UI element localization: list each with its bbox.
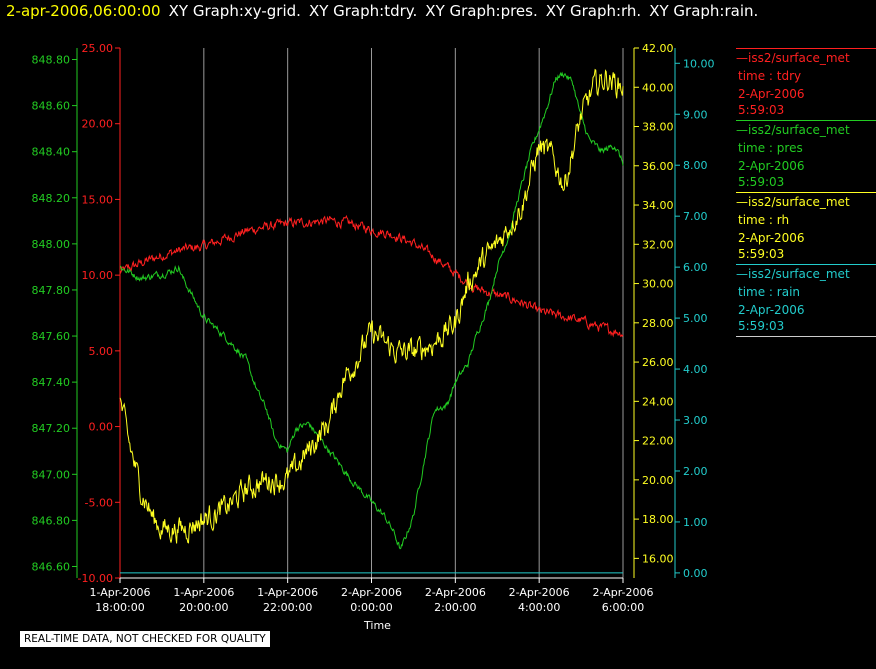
legend-date: 2-Apr-2006 [738, 159, 805, 173]
legend-source: —iss2/surface_met [736, 195, 850, 209]
pres-tick-label: 848.60 [32, 100, 71, 113]
pres-tick-label: 847.00 [32, 468, 71, 481]
rh-tick-label: 28.00 [642, 317, 674, 330]
pres-tick-label: 847.20 [32, 422, 71, 435]
legend-entry-rain[interactable]: —iss2/surface_met time : rain 2-Apr-2006… [736, 264, 876, 336]
tdry-tick-label: 20.00 [82, 118, 114, 131]
legend-entry-pres[interactable]: —iss2/surface_met time : pres 2-Apr-2006… [736, 120, 876, 192]
x-tick-label-date: 1-Apr-2006 [257, 586, 318, 599]
rh-tick-label: 30.00 [642, 278, 674, 291]
legend-time: 5:59:03 [738, 319, 785, 333]
tdry-tick-label: 5.00 [89, 345, 114, 358]
x-tick-label-date: 1-Apr-2006 [173, 586, 234, 599]
pres-tick-label: 846.80 [32, 514, 71, 527]
x-axis-label: Time [363, 619, 391, 632]
pres-tick-label: 848.40 [32, 146, 71, 159]
rh-tick-label: 40.00 [642, 81, 674, 94]
graph-name-rain: XY Graph:rain. [649, 2, 759, 20]
tdry-tick-label: 0.00 [89, 421, 114, 434]
tdry-tick-label: 15.00 [82, 193, 114, 206]
rain-tick-label: 5.00 [683, 312, 708, 325]
legend-separator [736, 48, 876, 49]
rain-tick-label: 4.00 [683, 363, 708, 376]
legend: —iss2/surface_met time : tdry 2-Apr-2006… [736, 48, 876, 337]
x-tick-label-date: 2-Apr-2006 [509, 586, 570, 599]
rh-tick-label: 16.00 [642, 552, 674, 565]
pres-tick-label: 848.80 [32, 54, 71, 67]
x-tick-label-time: 6:00:00 [602, 601, 644, 614]
graph-name-xy-grid: XY Graph:xy-grid. [168, 2, 301, 20]
tdry-tick-label: 10.00 [82, 269, 114, 282]
rh-tick-label: 24.00 [642, 395, 674, 408]
graph-name-pres: XY Graph:pres. [425, 2, 538, 20]
rh-tick-label: 32.00 [642, 238, 674, 251]
tdry-tick-label: 25.00 [82, 42, 114, 55]
rain-tick-label: 2.00 [683, 465, 708, 478]
rain-tick-label: 10.00 [683, 57, 715, 70]
x-tick-label-time: 4:00:00 [518, 601, 560, 614]
legend-variable: time : pres [738, 141, 803, 155]
rh-tick-label: 36.00 [642, 160, 674, 173]
rh-tick-label: 42.00 [642, 42, 674, 55]
rain-tick-label: 9.00 [683, 108, 708, 121]
x-tick-label-time: 2:00:00 [434, 601, 476, 614]
pres-tick-label: 847.40 [32, 376, 71, 389]
legend-time: 5:59:03 [738, 103, 785, 117]
tdry-tick-label: -10.00 [78, 572, 113, 585]
graph-name-rh: XY Graph:rh. [545, 2, 642, 20]
pres-tick-label: 848.00 [32, 238, 71, 251]
x-tick-label-time: 22:00:00 [263, 601, 312, 614]
pres-tick-label: 847.60 [32, 330, 71, 343]
legend-source: —iss2/surface_met [736, 123, 850, 137]
x-tick-label-time: 0:00:00 [350, 601, 392, 614]
rh-tick-label: 20.00 [642, 474, 674, 487]
legend-date: 2-Apr-2006 [738, 87, 805, 101]
legend-time: 5:59:03 [738, 175, 785, 189]
tdry-tick-label: -5.00 [85, 496, 113, 509]
series-line-pres [119, 71, 624, 550]
legend-variable: time : rain [738, 285, 801, 299]
legend-separator [736, 120, 876, 121]
x-tick-label-time: 20:00:00 [179, 601, 228, 614]
legend-separator [736, 264, 876, 265]
timestamp: 2-apr-2006,06:00:00 [6, 2, 161, 20]
x-tick-label-date: 2-Apr-2006 [341, 586, 402, 599]
legend-variable: time : rh [738, 213, 790, 227]
rain-tick-label: 0.00 [683, 567, 708, 580]
rain-tick-label: 7.00 [683, 210, 708, 223]
legend-separator [736, 192, 876, 193]
legend-entry-tdry[interactable]: —iss2/surface_met time : tdry 2-Apr-2006… [736, 48, 876, 120]
pres-tick-label: 848.20 [32, 192, 71, 205]
rh-tick-label: 26.00 [642, 356, 674, 369]
x-tick-label-date: 2-Apr-2006 [592, 586, 653, 599]
x-tick-label-date: 1-Apr-2006 [89, 586, 150, 599]
rh-tick-label: 18.00 [642, 513, 674, 526]
legend-end-line [736, 336, 876, 337]
chart-header: 2-apr-2006,06:00:00 XY Graph:xy-grid. XY G… [6, 2, 758, 24]
rain-tick-label: 6.00 [683, 261, 708, 274]
rain-tick-label: 1.00 [683, 516, 708, 529]
pres-tick-label: 847.80 [32, 284, 71, 297]
rh-tick-label: 38.00 [642, 121, 674, 134]
rh-tick-label: 34.00 [642, 199, 674, 212]
pres-tick-label: 846.60 [32, 560, 71, 573]
x-tick-label-date: 2-Apr-2006 [425, 586, 486, 599]
quality-warning: REAL-TIME DATA, NOT CHECKED FOR QUALITY [20, 631, 270, 647]
rain-tick-label: 8.00 [683, 159, 708, 172]
legend-date: 2-Apr-2006 [738, 231, 805, 245]
legend-entry-rh[interactable]: —iss2/surface_met time : rh 2-Apr-2006 5… [736, 192, 876, 264]
x-tick-label-time: 18:00:00 [95, 601, 144, 614]
legend-source: —iss2/surface_met [736, 51, 850, 65]
graph-name-tdry: XY Graph:tdry. [308, 2, 418, 20]
rain-tick-label: 3.00 [683, 414, 708, 427]
series-line-rh [119, 68, 624, 544]
legend-time: 5:59:03 [738, 247, 785, 261]
series-line-tdry [119, 214, 624, 338]
legend-variable: time : tdry [738, 69, 802, 83]
legend-source: —iss2/surface_met [736, 267, 850, 281]
legend-date: 2-Apr-2006 [738, 303, 805, 317]
rh-tick-label: 22.00 [642, 435, 674, 448]
